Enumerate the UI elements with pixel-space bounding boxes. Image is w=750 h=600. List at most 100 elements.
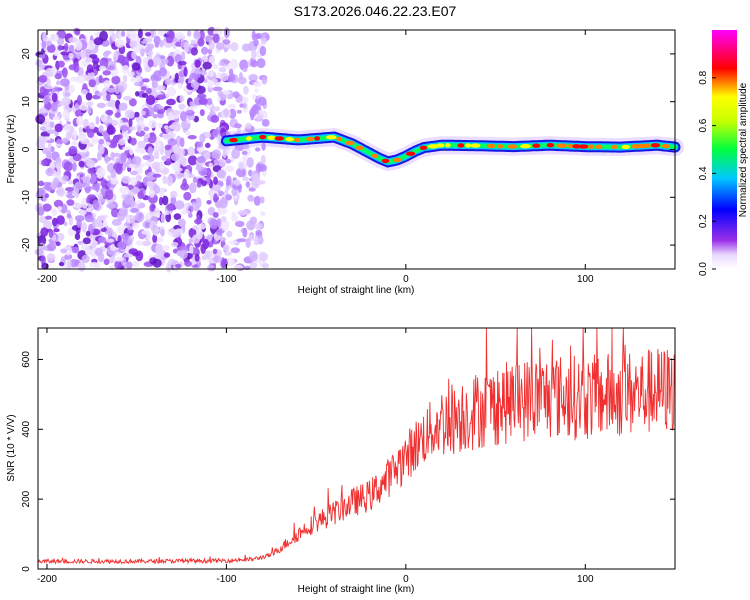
noise-point <box>65 152 71 157</box>
noise-point <box>181 209 191 215</box>
noise-point <box>103 141 111 146</box>
noise-point <box>113 51 119 62</box>
noise-point <box>41 41 47 49</box>
noise-point <box>188 212 193 218</box>
noise-point <box>146 43 155 50</box>
ridge-peak <box>392 157 402 163</box>
noise-point <box>81 254 90 264</box>
noise-point <box>54 73 62 80</box>
noise-point <box>62 175 69 182</box>
colorbar-label: Normalized spectral amplitude <box>738 82 749 217</box>
noise-point <box>125 261 133 269</box>
noise-point <box>178 103 186 110</box>
noise-point <box>80 176 90 181</box>
noise-point <box>196 228 203 240</box>
noise-point <box>137 199 141 205</box>
noise-point <box>57 60 65 68</box>
noise-point <box>170 190 178 198</box>
noise-point <box>190 81 200 89</box>
noise-point <box>51 66 57 75</box>
noise-point <box>153 151 160 160</box>
chart-title: S173.2026.046.22.23.E07 <box>294 3 457 19</box>
noise-point <box>130 137 137 146</box>
noise-point <box>202 61 212 70</box>
noise-point <box>98 198 106 203</box>
noise-point <box>38 180 44 187</box>
noise-point <box>222 244 230 252</box>
noise-point <box>171 110 181 116</box>
y-tick-label: 0 <box>21 146 32 152</box>
noise-point <box>106 238 115 243</box>
noise-point <box>98 125 104 133</box>
noise-point <box>79 209 87 216</box>
noise-point <box>52 183 57 191</box>
noise-point <box>89 262 99 268</box>
x-tick-label: 100 <box>577 274 594 285</box>
noise-point <box>56 186 65 197</box>
noise-point <box>217 90 224 97</box>
noise-point <box>199 133 206 143</box>
noise-point <box>93 37 104 46</box>
noise-point <box>126 214 131 225</box>
noise-point <box>195 165 204 171</box>
noise-point <box>212 255 223 263</box>
noise-point <box>104 50 112 55</box>
noise-point <box>195 197 202 209</box>
noise-point <box>178 148 185 157</box>
noise-point <box>196 214 201 226</box>
noise-point <box>251 30 256 41</box>
noise-point <box>60 203 68 214</box>
noise-point <box>180 51 186 61</box>
noise-point <box>201 180 207 187</box>
noise-point <box>159 187 166 192</box>
ridge-peak <box>419 145 428 150</box>
noise-point <box>37 206 45 216</box>
noise-point <box>92 60 99 70</box>
noise-point <box>191 201 196 207</box>
noise-point <box>142 78 150 83</box>
noise-point <box>55 241 61 246</box>
noise-point <box>63 245 73 256</box>
noise-point <box>179 249 188 259</box>
ridge-peak <box>595 144 603 149</box>
noise-point <box>42 31 47 43</box>
noise-point <box>242 43 251 52</box>
noise-point <box>56 29 67 40</box>
noise-point <box>66 199 75 206</box>
noise-point <box>222 149 227 159</box>
noise-point <box>110 254 116 263</box>
noise-point <box>212 33 220 44</box>
noise-point <box>161 58 169 65</box>
noise-point <box>140 149 147 154</box>
noise-point <box>230 247 240 254</box>
noise-point <box>212 78 218 83</box>
noise-point <box>48 228 54 239</box>
noise-point <box>246 220 256 231</box>
noise-point <box>98 138 105 145</box>
noise-point <box>63 221 68 226</box>
noise-point <box>261 263 270 269</box>
noise-point <box>50 146 55 153</box>
noise-point <box>173 213 182 221</box>
noise-point <box>158 248 164 258</box>
noise-point <box>87 143 94 148</box>
noise-point <box>102 70 111 76</box>
noise-point <box>261 76 268 85</box>
noise-point <box>177 173 186 178</box>
ridge-peak <box>345 140 355 146</box>
noise-point <box>56 37 65 46</box>
noise-point <box>255 163 262 173</box>
noise-point <box>137 28 143 39</box>
noise-point <box>72 129 78 141</box>
noise-point <box>166 98 176 106</box>
noise-point <box>173 167 183 172</box>
noise-point <box>152 114 158 119</box>
noise-point <box>84 57 93 63</box>
noise-point <box>99 57 109 69</box>
noise-point <box>158 196 164 206</box>
noise-point <box>167 116 174 122</box>
noise-point <box>45 125 51 131</box>
noise-point <box>171 241 179 247</box>
ridge-peak <box>405 151 416 156</box>
noise-point <box>146 88 152 94</box>
